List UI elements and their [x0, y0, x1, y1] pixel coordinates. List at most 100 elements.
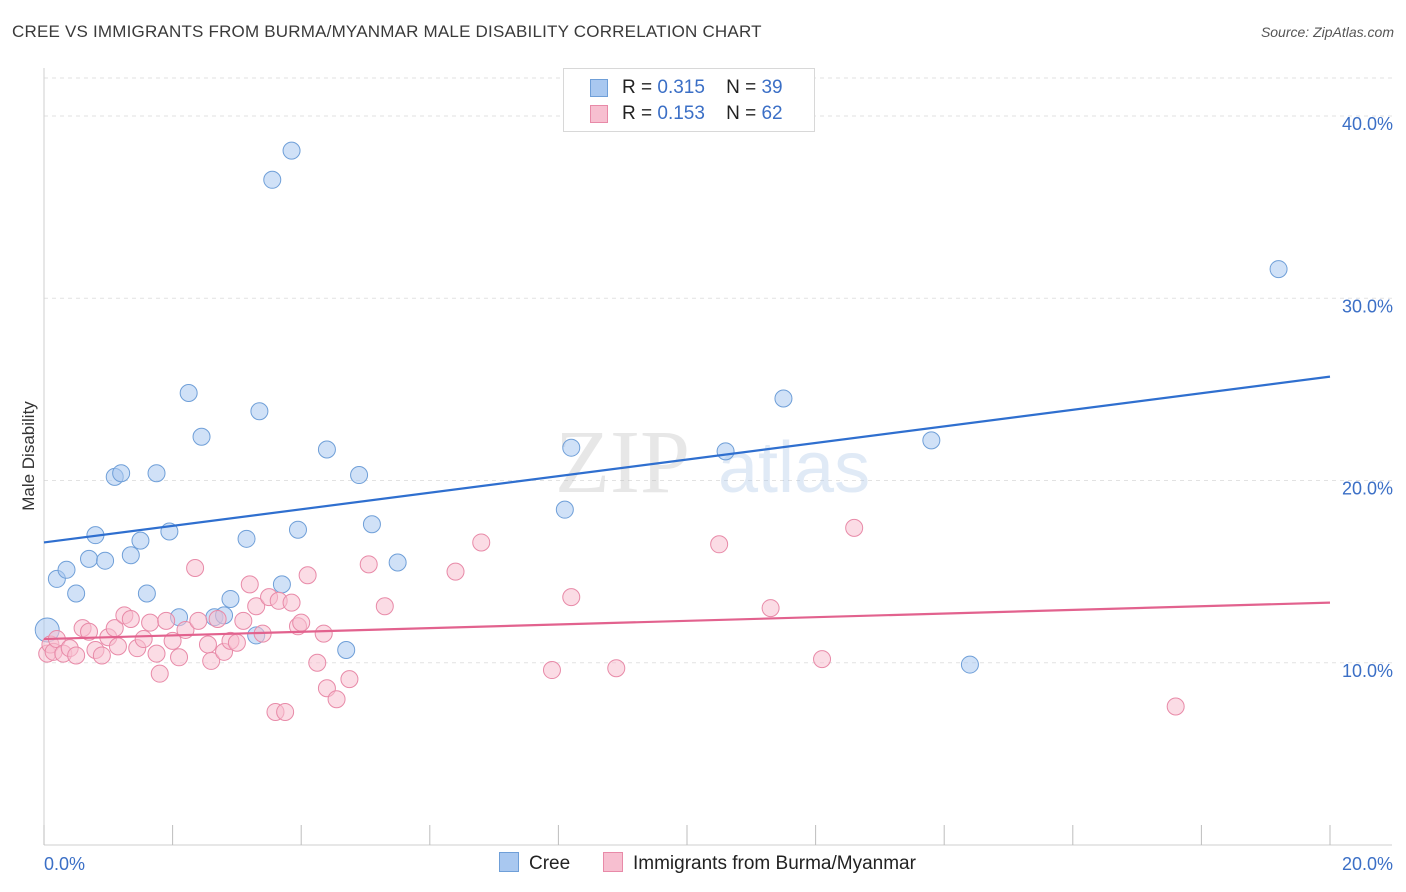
point-cree: [112, 464, 131, 483]
point-burma: [340, 670, 359, 689]
legend-n-value: 62: [761, 103, 783, 124]
bottom-legend-label-cree: Cree: [529, 853, 571, 874]
point-cree: [960, 655, 979, 674]
point-cree: [131, 531, 150, 550]
point-cree: [282, 141, 301, 160]
legend: R = 0.315 N = 39 R = 0.153 N = 62: [563, 68, 815, 132]
watermark: ZIP atlas: [555, 413, 870, 512]
point-burma: [186, 558, 205, 577]
point-burma: [845, 518, 864, 537]
x-tick-label: 20.0%: [1342, 854, 1393, 874]
point-cree: [250, 402, 269, 421]
point-burma: [67, 646, 86, 665]
point-cree: [774, 389, 793, 408]
point-cree: [57, 560, 76, 579]
legend-n-label: N =: [726, 77, 757, 98]
point-burma: [80, 622, 99, 641]
point-burma: [375, 597, 394, 616]
bottom-legend-cree: Cree: [499, 852, 570, 875]
point-burma: [308, 653, 327, 672]
point-burma: [276, 702, 295, 721]
point-burma: [147, 644, 166, 663]
point-burma: [170, 648, 189, 667]
grid-lines: [44, 77, 1392, 664]
y-tick-label: 10.0%: [1342, 661, 1393, 681]
legend-r-label: R =: [622, 103, 653, 124]
trend-lines: [43, 375, 1331, 641]
bottom-legend-swatch-cree: [499, 852, 519, 872]
point-burma: [446, 562, 465, 581]
point-burma: [234, 611, 253, 630]
x-tick-label: 0.0%: [44, 854, 85, 874]
point-cree: [237, 529, 256, 548]
y-tick-label: 30.0%: [1342, 296, 1393, 316]
point-burma: [202, 651, 221, 670]
point-cree: [147, 464, 166, 483]
point-burma: [710, 535, 729, 554]
point-burma: [157, 611, 176, 630]
point-cree: [67, 584, 86, 603]
point-burma: [607, 659, 626, 678]
point-burma: [1166, 697, 1185, 716]
point-burma: [542, 661, 561, 680]
legend-r-value: 0.315: [657, 77, 705, 98]
chart-title: CREE VS IMMIGRANTS FROM BURMA/MYANMAR MA…: [12, 22, 762, 41]
point-burma: [298, 566, 317, 585]
point-burma: [198, 635, 217, 654]
point-cree: [272, 575, 291, 594]
point-cree: [221, 589, 240, 608]
legend-n-label: N =: [726, 103, 757, 124]
point-cree: [288, 520, 307, 539]
point-cree: [121, 546, 140, 565]
point-burma: [562, 588, 581, 607]
point-cree: [263, 170, 282, 189]
point-burma: [314, 624, 333, 643]
axes: [43, 68, 1392, 846]
legend-swatch-burma: [590, 105, 608, 123]
y-axis-label: Male Disability: [19, 401, 38, 511]
bottom-legend-burma: Immigrants from Burma/Myanmar: [603, 852, 916, 875]
point-burma: [227, 633, 246, 652]
point-burma: [327, 690, 346, 709]
point-burma: [761, 599, 780, 618]
point-cree: [555, 500, 574, 519]
point-burma: [813, 650, 832, 669]
point-cree: [337, 640, 356, 659]
point-burma: [150, 664, 169, 683]
point-cree: [1269, 260, 1288, 279]
point-burma: [208, 610, 227, 629]
point-cree: [96, 551, 115, 570]
point-cree: [388, 553, 407, 572]
point-cree: [562, 438, 581, 457]
trend-line-cree: [43, 375, 1331, 544]
point-cree: [192, 427, 211, 446]
point-burma: [92, 646, 111, 665]
legend-n-value: 39: [761, 77, 783, 98]
point-burma: [189, 611, 208, 630]
watermark-atlas: atlas: [718, 428, 870, 508]
bottom-legend-swatch-burma: [603, 852, 623, 872]
source-label: Source: ZipAtlas.com: [1260, 24, 1394, 40]
point-cree: [179, 384, 198, 403]
point-cree: [350, 466, 369, 485]
point-cree: [922, 431, 941, 450]
data-points: [34, 141, 1288, 721]
y-tick-label: 20.0%: [1342, 479, 1393, 499]
bottom-legend-label-burma: Immigrants from Burma/Myanmar: [633, 853, 916, 874]
point-burma: [359, 555, 378, 574]
y-tick-label: 40.0%: [1342, 114, 1393, 134]
point-burma: [292, 613, 311, 632]
point-cree: [80, 549, 99, 568]
legend-r-label: R =: [622, 77, 653, 98]
point-burma: [108, 637, 127, 656]
tick-labels: 10.0% 20.0% 30.0% 40.0% 0.0% 20.0%: [44, 114, 1393, 874]
point-burma: [282, 593, 301, 612]
point-burma: [134, 630, 153, 649]
point-burma: [247, 597, 266, 616]
point-burma: [472, 533, 491, 552]
point-cree: [317, 440, 336, 459]
point-burma: [121, 610, 140, 629]
point-cree: [137, 584, 156, 603]
legend-swatch-cree: [590, 79, 608, 97]
